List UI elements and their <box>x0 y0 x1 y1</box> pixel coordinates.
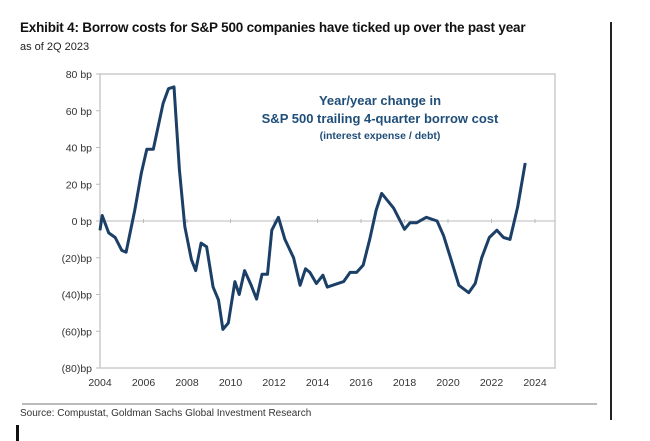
data-point <box>162 102 164 104</box>
data-point <box>146 148 148 150</box>
data-point <box>488 237 490 239</box>
data-point <box>277 216 279 218</box>
data-point <box>343 281 345 283</box>
data-point <box>178 169 180 171</box>
data-point <box>496 229 498 231</box>
data-point <box>481 257 483 259</box>
data-point <box>404 228 405 230</box>
y-tick-label: 40 bp <box>66 143 92 155</box>
annotation-line-2: S&P 500 trailing 4-quarter borrow cost <box>262 111 499 126</box>
x-tick-label: 2024 <box>523 377 547 389</box>
data-point <box>184 226 186 228</box>
data-point <box>381 192 383 194</box>
source-note: Source: Compustat, Goldman Sachs Global … <box>20 408 312 419</box>
data-point <box>190 259 192 261</box>
x-tick-label: 2016 <box>349 377 373 389</box>
data-point <box>517 206 519 208</box>
y-tick-label: 80 bp <box>66 69 92 81</box>
source-divider <box>22 403 597 405</box>
data-point <box>449 256 451 258</box>
data-point <box>502 237 504 239</box>
data-point <box>134 209 136 211</box>
data-point <box>108 232 110 234</box>
x-tick-label: 2008 <box>175 377 199 389</box>
data-point <box>200 242 202 244</box>
data-point <box>425 216 427 218</box>
data-point <box>238 294 240 295</box>
data-point <box>266 273 268 275</box>
data-point <box>326 286 328 288</box>
data-point <box>114 237 116 239</box>
data-point <box>244 270 246 272</box>
data-point <box>299 284 301 286</box>
data-point <box>284 238 286 240</box>
text-cursor <box>16 425 19 441</box>
x-tick-label: 2014 <box>306 377 330 389</box>
data-point <box>309 271 311 273</box>
annotation-line-3: (interest expense / debt) <box>320 130 441 142</box>
data-point <box>101 214 103 216</box>
data-point <box>349 271 351 273</box>
x-tick-label: 2010 <box>219 377 243 389</box>
x-tick-label: 2018 <box>393 377 417 389</box>
data-point <box>218 299 220 301</box>
y-tick-label: 0 bp <box>72 216 93 228</box>
data-point <box>293 257 295 259</box>
x-tick-label: 2004 <box>88 377 112 389</box>
y-tick-label: 60 bp <box>66 106 92 118</box>
annotation-line-1: Year/year change in <box>319 93 441 108</box>
data-point <box>212 286 214 288</box>
y-tick-label: 20 bp <box>66 179 92 191</box>
data-point <box>261 273 263 275</box>
data-point <box>152 148 154 150</box>
data-point <box>227 322 229 324</box>
data-point <box>173 86 175 88</box>
data-point <box>393 207 395 209</box>
data-point <box>99 229 101 231</box>
data-point <box>474 282 476 284</box>
data-point <box>375 209 377 211</box>
data-point <box>443 235 445 237</box>
data-point <box>362 264 364 266</box>
x-tick-label: 2006 <box>132 377 156 389</box>
y-tick-label: (80)bp <box>62 363 93 375</box>
data-point <box>125 251 127 253</box>
x-tick-label: 2022 <box>480 377 504 389</box>
data-point <box>369 238 371 240</box>
data-point <box>322 274 324 276</box>
data-point <box>140 172 142 174</box>
x-tick-label: 2012 <box>262 377 286 389</box>
data-point <box>415 222 417 224</box>
y-tick-label: (20)bp <box>62 253 93 265</box>
data-point <box>195 270 197 272</box>
chart-title: Exhibit 4: Borrow costs for S&P 500 comp… <box>20 20 526 35</box>
data-point <box>250 284 252 286</box>
data-point <box>222 328 224 330</box>
data-point <box>256 298 258 300</box>
data-point <box>409 222 411 224</box>
y-tick-label: (60)bp <box>62 326 93 338</box>
data-point <box>206 246 208 248</box>
data-point <box>356 271 358 273</box>
data-point <box>315 282 317 284</box>
data-point <box>468 292 470 294</box>
data-point <box>121 249 123 251</box>
right-border <box>610 22 612 420</box>
data-point <box>436 220 438 222</box>
data-point <box>458 284 460 286</box>
data-point <box>305 268 307 270</box>
data-point <box>524 162 526 164</box>
data-point <box>271 229 273 231</box>
x-tick-label: 2020 <box>436 377 460 389</box>
chart-subtitle: as of 2Q 2023 <box>20 41 90 53</box>
y-tick-label: (40)bp <box>62 290 93 302</box>
data-point <box>168 88 170 90</box>
data-point <box>234 281 236 283</box>
data-point <box>509 238 511 240</box>
